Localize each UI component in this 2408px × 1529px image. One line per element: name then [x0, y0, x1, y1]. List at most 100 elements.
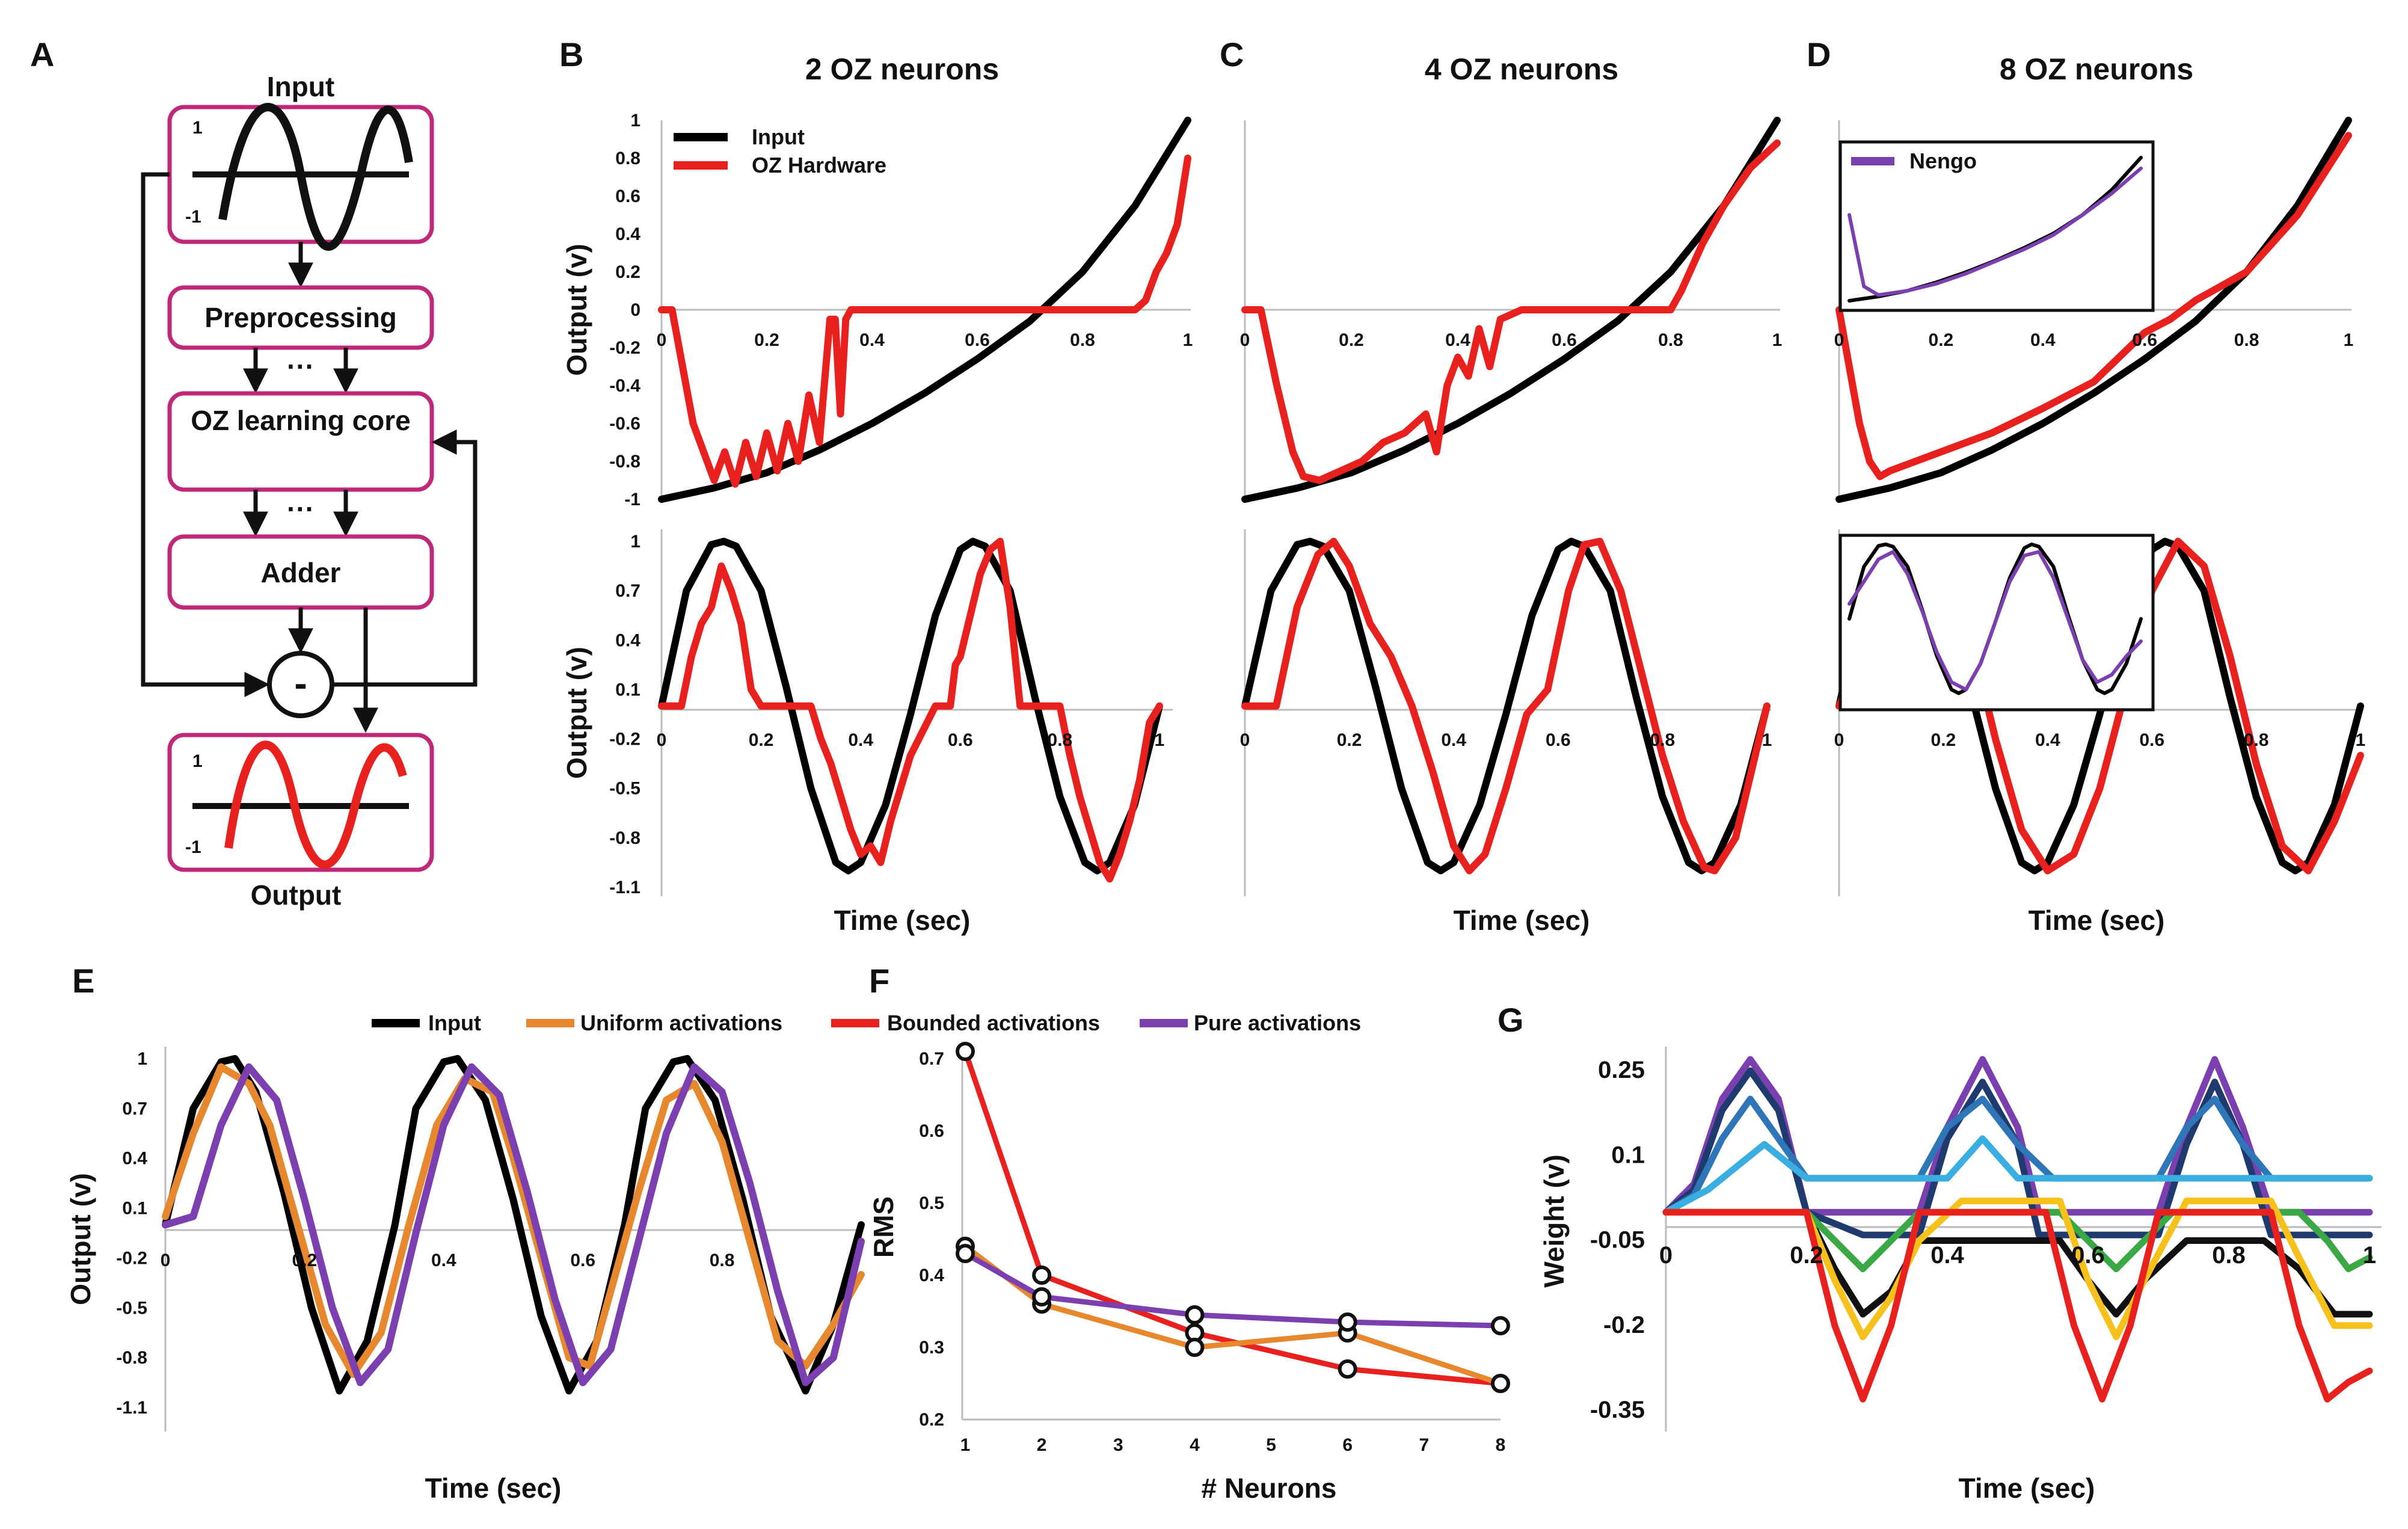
input-wave	[218, 103, 413, 251]
preprocessing-label: Preprocessing	[204, 302, 397, 333]
d-top-xtick-2: 0.4	[2030, 330, 2056, 350]
g-xtick-1: 0.2	[1790, 1242, 1823, 1269]
e-series-input	[162, 1055, 865, 1395]
g-ytick-3: -0.2	[1603, 1312, 1645, 1338]
output-lo: -1	[185, 837, 201, 857]
d-top-xtick-4: 0.8	[2234, 330, 2259, 350]
f-ytick-2: 0.5	[919, 1193, 944, 1213]
b-top-ylabel: Output (v)	[561, 244, 592, 376]
b-bot-ytick-5: -0.5	[609, 779, 640, 799]
b-top-series-input	[658, 117, 1191, 503]
c-top-xtick-1: 0.2	[1339, 330, 1364, 350]
b-top-ytick-4: 0.2	[615, 262, 640, 282]
g-xtick-4: 0.8	[2212, 1242, 2246, 1269]
plot-g: Weight (v) Time (sec) 0 0.2 0.4 0.6 0.8 1 0.25…	[1538, 1047, 2382, 1504]
panel-label-g: G	[1497, 1001, 1524, 1039]
c-bottom-series-input	[1241, 538, 1771, 875]
legend-bounded: Bounded activations	[887, 1011, 1100, 1035]
d-top-inset-marks	[1847, 156, 2143, 303]
f-xtick-6: 7	[1419, 1435, 1430, 1455]
b-top-xtick-1: 0.2	[754, 330, 779, 350]
e-series-pure-activations	[162, 1063, 865, 1386]
feedback-input-line	[141, 172, 270, 697]
f-marks: 1 2 3 4 5 6 7 8 0.7 0.6 0.5 0.4 0.3 0.2	[919, 1042, 1510, 1455]
plot-c-bottom: Time (sec) 0 0.2 0.4 0.6 0.8 1	[1240, 529, 1772, 936]
input-title: Input	[267, 71, 334, 102]
d-bot-xlabel: Time (sec)	[2029, 905, 2165, 936]
g-series-light-blue	[1662, 1135, 2373, 1216]
b-top-xtick-5: 1	[1183, 330, 1193, 350]
c-top-xtick-2: 0.4	[1445, 330, 1470, 350]
d-top-xtick-1: 0.2	[1929, 330, 1954, 350]
c-bottom-series-oz-hardware	[1241, 538, 1771, 875]
e-ytick-1: 0.7	[122, 1099, 147, 1119]
plot-f: RMS # Neurons 1 2 3 4 5 6 7 8 0.7 0.6 0.5 0.4 0.3 0.2	[868, 1042, 1510, 1504]
b-top-series-oz-hardware	[658, 155, 1191, 488]
b-bot-xtick-2: 0.4	[848, 730, 873, 750]
g-marks: 0 0.2 0.4 0.6 0.8 1 0.25 0.1 -0.05 -0.2 -0.35	[1590, 1056, 2376, 1423]
legend-uniform: Uniform activations	[580, 1011, 782, 1035]
f-point-pure-activations-3	[1338, 1312, 1357, 1332]
g-xtick-0: 0	[1659, 1242, 1672, 1269]
plot-c-top: 0 0.2 0.4 0.6 0.8 1	[1240, 117, 1783, 503]
f-point-uniform-activations-2	[1185, 1338, 1205, 1357]
g-series-red	[1662, 1208, 2373, 1403]
f-xtick-5: 6	[1342, 1435, 1353, 1455]
d-top-marks: 0 0.2 0.4 0.6 0.8 1	[1834, 117, 2353, 503]
plot-b-bottom: Output (v) Time (sec) 0 0.2 0.4 0.6 0.8 1 1 0.7…	[561, 529, 1173, 936]
plot-d-top: 0 0.2 0.4 0.6 0.8 1 Nengo	[1834, 117, 2353, 503]
c-top-xtick-4: 0.8	[1658, 330, 1683, 350]
output-hi: 1	[192, 751, 203, 771]
e-ytick-6: -0.8	[116, 1348, 147, 1368]
g-ytick-2: -0.05	[1590, 1227, 1645, 1254]
b-top-ytick-8: -0.6	[609, 414, 640, 434]
b-bot-xlabel: Time (sec)	[834, 905, 971, 936]
panel-label-e: E	[72, 962, 94, 1000]
input-hi: 1	[192, 118, 203, 138]
b-top-ytick-3: 0.4	[615, 224, 640, 244]
c-bot-xtick-2: 0.4	[1441, 730, 1466, 750]
e-ytick-0: 1	[137, 1049, 147, 1069]
b-top-xtick-0: 0	[657, 330, 667, 350]
g-xlabel: Time (sec)	[1959, 1472, 2095, 1504]
e-ytick-4: -0.2	[116, 1248, 147, 1268]
output-title: Output	[251, 879, 342, 911]
b-top-ytick-7: -0.4	[609, 376, 640, 396]
f-ylabel: RMS	[868, 1196, 899, 1258]
e-series-uniform-activations	[162, 1063, 865, 1378]
plot-b-top: Output (v) 0 0.2 0.4 0.6 0.8 110.80.60.40.20-…	[561, 111, 1193, 509]
b-bot-ytick-0: 1	[630, 532, 640, 552]
f-point-pure-activations-1	[1032, 1287, 1052, 1306]
output-wave	[224, 740, 407, 869]
dots-2: ···	[287, 493, 315, 525]
panel-label-f: F	[869, 962, 889, 1000]
input-lo: -1	[185, 207, 201, 227]
c-top-series-oz-hardware	[1241, 139, 1781, 484]
f-xlabel: # Neurons	[1202, 1472, 1337, 1504]
c-top-xtick-0: 0	[1240, 330, 1250, 350]
f-series-bounded-activations	[962, 1048, 1503, 1386]
f-xtick-7: 8	[1496, 1435, 1506, 1455]
e-ytick-7: -1.1	[116, 1398, 147, 1418]
g-ytick-4: -0.35	[1590, 1397, 1645, 1423]
e-ytick-3: 0.1	[122, 1199, 147, 1219]
legend-pure: Pure activations	[1194, 1011, 1361, 1035]
title-b: 2 OZ neurons	[805, 52, 999, 86]
c-bot-xlabel: Time (sec)	[1454, 905, 1590, 936]
d-bot-xtick-4: 0.8	[2244, 730, 2269, 750]
e-marks: 0 0.2 0.4 0.6 0.8 1 0.7 0.4 0.1 -0.2 -0.5 -0.8 -1.1	[116, 1049, 865, 1418]
b-bot-ytick-1: 0.7	[615, 581, 640, 601]
plot-d-bottom: Time (sec) 0 0.2 0.4 0.6 0.8 1	[1834, 529, 2365, 936]
f-ytick-1: 0.6	[919, 1121, 944, 1141]
c-bot-xtick-1: 0.2	[1337, 730, 1362, 750]
b-top-ytick-10: -1	[624, 490, 640, 509]
b-top-ytick-0: 1	[630, 111, 640, 131]
c-top-xtick-5: 1	[1772, 330, 1783, 350]
f-ytick-5: 0.2	[919, 1410, 944, 1430]
f-point-pure-activations-2	[1185, 1305, 1205, 1324]
d-bot-xtick-2: 0.4	[2035, 730, 2060, 750]
c-top-xtick-3: 0.6	[1552, 330, 1577, 350]
learning-core-label: OZ learning core	[191, 405, 411, 436]
adder-label: Adder	[261, 557, 341, 588]
